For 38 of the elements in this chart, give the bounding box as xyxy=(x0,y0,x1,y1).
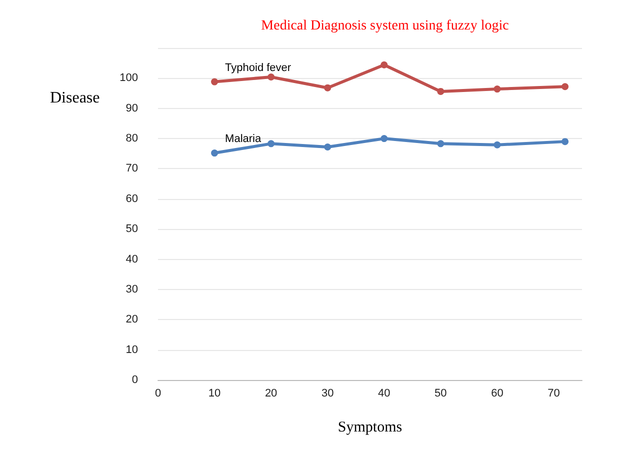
series-label: Typhoid fever xyxy=(225,62,292,74)
point xyxy=(494,141,501,148)
point xyxy=(562,138,569,146)
point xyxy=(268,140,275,148)
x-tick-label: 20 xyxy=(264,388,278,400)
point xyxy=(324,84,332,92)
y-tick-label: 40 xyxy=(126,253,138,266)
series-label: Malaria xyxy=(225,133,262,146)
y-tick-label: 80 xyxy=(126,132,138,145)
point xyxy=(437,140,444,148)
y-axis-title: Disease xyxy=(50,90,100,106)
y-tick-label: 60 xyxy=(126,192,138,205)
y-tick-label: 100 xyxy=(120,72,138,84)
point xyxy=(380,61,388,68)
point xyxy=(380,135,388,142)
chart-title: Medical Diagnosis system using fuzzy logic xyxy=(261,18,509,34)
point xyxy=(211,78,218,86)
point xyxy=(268,73,275,80)
point xyxy=(562,83,569,90)
y-tick-label: 90 xyxy=(126,102,138,114)
x-tick-label: 60 xyxy=(491,388,504,400)
x-tick-label: 30 xyxy=(321,388,334,400)
point xyxy=(494,86,501,93)
x-tick-label: 40 xyxy=(378,388,390,400)
x-tick-label: 70 xyxy=(548,388,560,400)
y-tick-label: 50 xyxy=(126,223,138,236)
point xyxy=(324,144,332,150)
y-tick-label: 20 xyxy=(126,314,138,326)
x-tick-label: 50 xyxy=(434,388,447,400)
y-tick-label: 0 xyxy=(132,374,138,386)
y-tick-label: 70 xyxy=(126,162,138,175)
x-tick-label: 0 xyxy=(154,388,162,400)
y-tick-label: 30 xyxy=(126,283,138,296)
x-tick-label: 10 xyxy=(208,388,221,400)
y-tick-label: 10 xyxy=(126,344,138,356)
x-axis-title: Symptoms xyxy=(338,420,402,436)
point xyxy=(211,150,218,157)
point xyxy=(437,88,444,95)
